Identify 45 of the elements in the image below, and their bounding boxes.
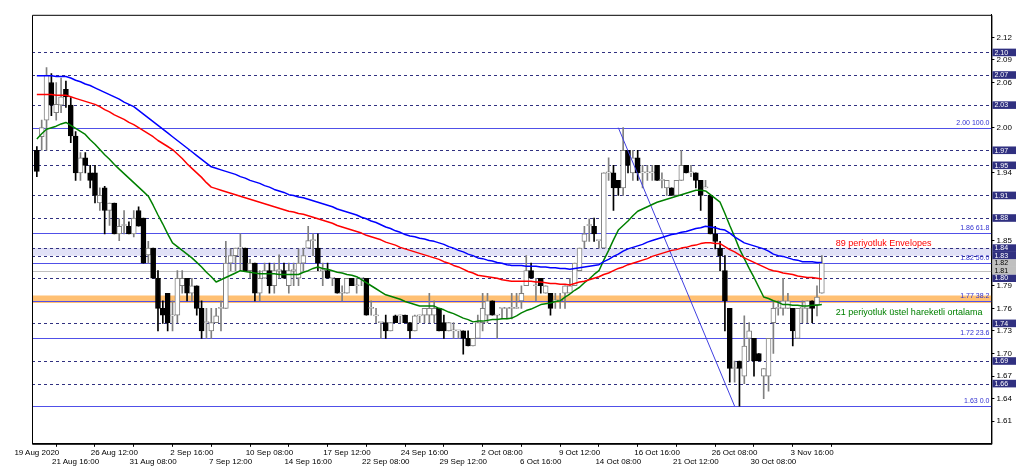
x-tick-label: 7 Sep 12:00 xyxy=(209,457,253,467)
y-tick-label: 1.94 xyxy=(996,168,1013,178)
x-tick-label: 21 Oct 12:00 xyxy=(672,457,720,467)
x-tick-label: 2 Sep 16:00 xyxy=(170,447,215,457)
x-tick-label: 29 Sep 12:00 xyxy=(439,457,488,467)
x-tick-label: 24 Sep 16:00 xyxy=(400,447,449,457)
x-tick-label: 31 Aug 08:00 xyxy=(129,457,178,467)
candlestick xyxy=(504,307,510,320)
candlestick xyxy=(319,262,326,287)
x-tick-label: 14 Sep 16:00 xyxy=(284,457,333,467)
x-tick-label: 21 Aug 16:00 xyxy=(52,457,100,467)
x-tick-label: 26 Oct 08:00 xyxy=(711,447,759,457)
x-tick-label: 16 Oct 16:00 xyxy=(634,447,681,457)
candlestick xyxy=(688,165,694,177)
y-tick-label: 1.70 xyxy=(996,348,1013,358)
y-tick-label: 1.73 xyxy=(996,326,1013,336)
y-tick-label: 1.67 xyxy=(996,371,1013,381)
y-tick-label: 1.79 xyxy=(996,280,1013,290)
y-tick-label: 2.12 xyxy=(996,32,1013,42)
x-tick-label: 14 Oct 08:00 xyxy=(595,457,642,467)
x-tick-label: 10 Sep 08:00 xyxy=(245,447,294,457)
x-tick-label: 2 Oct 08:00 xyxy=(481,447,524,457)
y-tick-label: 1.61 xyxy=(996,416,1013,426)
candlestick xyxy=(533,277,539,302)
x-tick-label: 6 Oct 16:00 xyxy=(520,457,563,467)
candlestick xyxy=(494,313,501,339)
y-tick-label: 1.76 xyxy=(996,303,1013,313)
candlestick xyxy=(368,300,375,316)
x-tick-label: 22 Sep 08:00 xyxy=(361,457,411,467)
x-tick-label: 9 Oct 12:00 xyxy=(558,447,601,457)
series-label: 21 periyotluk üstel hareketli ortalama xyxy=(835,306,983,317)
x-tick-label: 26 Aug 12:00 xyxy=(90,447,139,457)
y-tick-label: 2.06 xyxy=(996,77,1013,87)
candlestick xyxy=(499,307,505,320)
candlestick xyxy=(508,292,515,320)
x-tick-label: 3 Nov 16:00 xyxy=(790,447,835,457)
candlestick xyxy=(373,308,379,323)
text: 89 periyotluk Envelopes xyxy=(835,237,932,248)
y-tick-label: 2.00 xyxy=(996,122,1013,132)
x-tick-label: 19 Aug 2020 xyxy=(14,447,60,457)
x-tick-label: 30 Oct 08:00 xyxy=(750,457,797,467)
x-tick-label: 17 Sep 12:00 xyxy=(323,447,372,457)
y-tick-label: 1.85 xyxy=(996,235,1013,245)
y-tick-label: 2.09 xyxy=(996,55,1013,65)
y-tick-label: 1.64 xyxy=(996,393,1013,403)
